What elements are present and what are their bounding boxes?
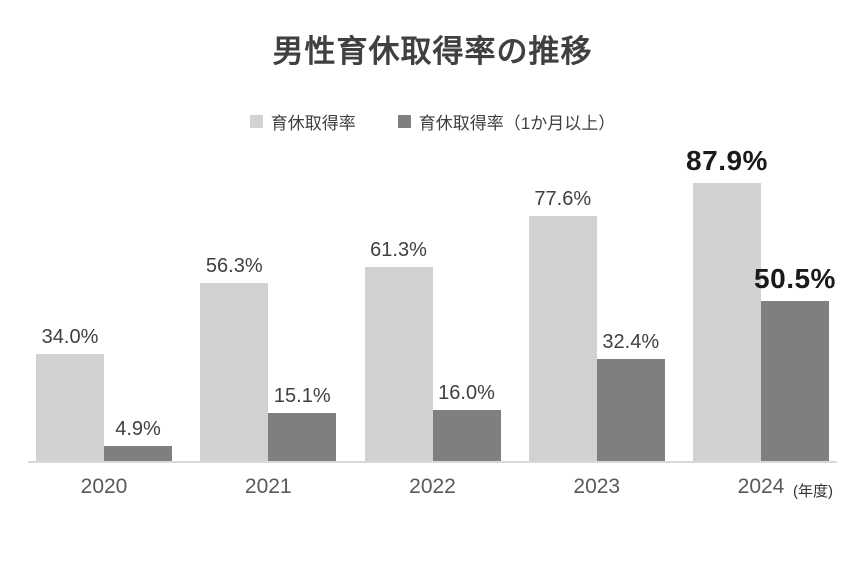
legend-swatch-icon <box>397 115 411 128</box>
bar-wrap: 77.6% <box>528 187 597 461</box>
x-axis-unit-label: (年度) <box>793 483 833 500</box>
legend: 育休取得率 育休取得率（1か月以上） <box>0 109 865 134</box>
chart-title: 男性育休取得率の推移 <box>272 34 593 69</box>
bar-value-label: 50.5% <box>754 263 836 295</box>
bar-series2-2023 <box>596 358 665 461</box>
bar-wrap: 4.9% <box>104 418 172 461</box>
bar-value-label: 87.9% <box>686 145 768 177</box>
bar-series2-2024 <box>761 301 829 461</box>
bar-group-2023: 77.6% 32.4% <box>528 187 665 461</box>
bar-value-label: 56.3% <box>205 255 263 278</box>
bar-value-label: 15.1% <box>273 385 331 408</box>
x-tick-label: 2022 <box>409 475 456 498</box>
bar-wrap: 34.0% <box>36 326 104 461</box>
bar-series2-2022 <box>432 410 501 461</box>
bar-series1-2023 <box>528 215 597 461</box>
bar-group-2022: 61.3% 16.0% <box>364 239 501 461</box>
legend-label: 育休取得率（1か月以上） <box>418 114 616 133</box>
bar-series2-2020 <box>104 445 172 461</box>
x-tick-label: 2024 (年度) <box>737 475 833 500</box>
x-tick-label: 2020 <box>80 475 128 498</box>
bar-group-2020: 34.0% 4.9% <box>36 326 172 461</box>
plot-area: 34.0% 4.9% 56.3% 15.1% 61.3% 16.0% 77.6% 32.4% 8… <box>28 132 837 463</box>
bar-value-label: 4.9% <box>115 417 161 440</box>
legend-item-total-rate: 育休取得率 <box>249 109 356 134</box>
bar-series1-2022 <box>364 267 433 461</box>
bar-wrap: 87.9% <box>686 145 767 461</box>
legend-label: 育休取得率 <box>270 114 356 133</box>
bar-wrap: 61.3% <box>364 239 433 461</box>
bar-value-label: 34.0% <box>41 325 99 348</box>
bar-value-label: 16.0% <box>438 382 495 405</box>
legend-swatch-icon <box>249 115 263 128</box>
bar-value-label: 61.3% <box>370 239 427 262</box>
bar-value-label: 77.6% <box>534 187 592 210</box>
bar-series1-2020 <box>36 353 104 461</box>
bar-series1-2021 <box>200 283 269 461</box>
bar-wrap: 15.1% <box>268 385 337 461</box>
bar-wrap: 32.4% <box>596 330 665 461</box>
bar-value-label: 32.4% <box>602 330 660 353</box>
bar-series2-2021 <box>268 413 337 461</box>
bar-wrap: 56.3% <box>200 255 269 461</box>
bar-group-2024: 87.9% 50.5% <box>686 145 835 461</box>
x-tick-label: 2023 <box>573 475 621 498</box>
bar-wrap: 16.0% <box>432 382 501 461</box>
x-axis: 2020 2021 2022 2023 2024 (年度) <box>28 475 837 500</box>
legend-item-one-month-rate: 育休取得率（1か月以上） <box>397 109 616 134</box>
bar-series1-2024 <box>693 183 761 461</box>
bar-group-2021: 56.3% 15.1% <box>200 255 337 461</box>
bar-wrap: 50.5% <box>754 263 835 461</box>
x-tick-label: 2021 <box>244 475 292 498</box>
